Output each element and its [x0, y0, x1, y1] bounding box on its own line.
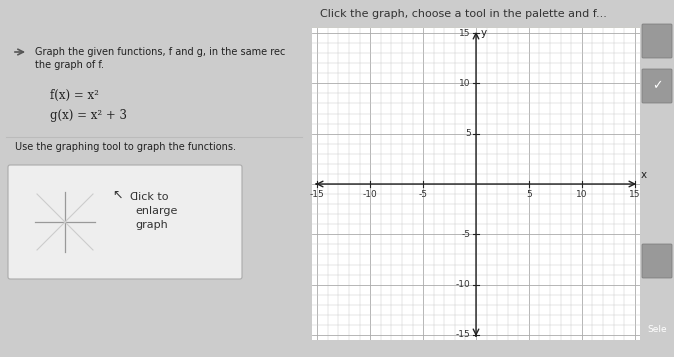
Text: Graph the given functions, f and g, in the same rec: Graph the given functions, f and g, in t…	[35, 47, 285, 57]
Text: 5: 5	[526, 190, 532, 199]
Text: the graph of f.: the graph of f.	[35, 60, 104, 70]
Text: -15: -15	[310, 190, 325, 199]
Text: -5: -5	[419, 190, 427, 199]
FancyBboxPatch shape	[8, 165, 242, 279]
Text: g(x) = x² + 3: g(x) = x² + 3	[50, 109, 127, 122]
Text: C: C	[129, 192, 137, 202]
Text: f(x) = x²: f(x) = x²	[50, 89, 99, 102]
Text: y: y	[481, 28, 487, 38]
Text: -15: -15	[456, 331, 470, 340]
Text: 15: 15	[629, 190, 640, 199]
Text: ✓: ✓	[652, 80, 663, 92]
Text: -10: -10	[363, 190, 377, 199]
Text: lick to
enlarge
graph: lick to enlarge graph	[135, 192, 177, 230]
Text: x: x	[641, 170, 647, 180]
Text: 10: 10	[576, 190, 588, 199]
Text: Click the graph, choose a tool in the palette and f...: Click the graph, choose a tool in the pa…	[320, 9, 607, 19]
Text: 10: 10	[459, 79, 470, 88]
FancyBboxPatch shape	[642, 24, 672, 58]
Text: ↖: ↖	[112, 189, 123, 202]
Text: Sele: Sele	[647, 325, 667, 333]
FancyBboxPatch shape	[642, 244, 672, 278]
Text: 5: 5	[465, 129, 470, 138]
FancyBboxPatch shape	[642, 69, 672, 103]
Text: -10: -10	[456, 280, 470, 289]
Text: -5: -5	[462, 230, 470, 239]
Text: 15: 15	[459, 29, 470, 37]
Text: Use the graphing tool to graph the functions.: Use the graphing tool to graph the funct…	[15, 142, 236, 152]
